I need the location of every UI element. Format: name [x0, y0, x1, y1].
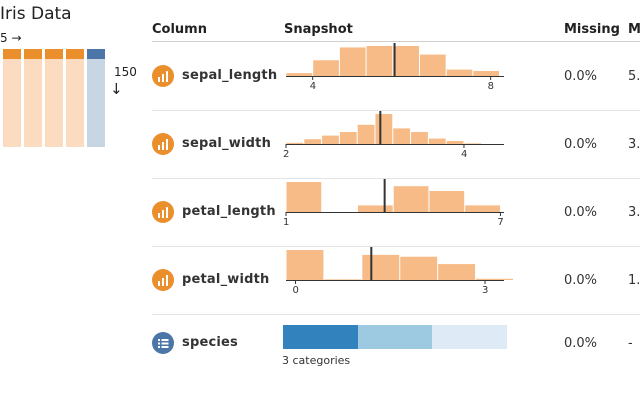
column-name-petal-width[interactable]: petal_width	[182, 272, 270, 287]
column-name-sepal-length[interactable]: sepal_length	[182, 68, 278, 83]
axis-tick-label: 2	[283, 149, 290, 160]
histogram-bar	[464, 143, 482, 144]
row-divider	[152, 314, 640, 315]
histogram-bar	[446, 69, 473, 76]
axis-tick-label: 4	[309, 81, 317, 92]
bar-chart-icon[interactable]	[152, 269, 174, 291]
histogram-bar	[324, 279, 362, 280]
header-column[interactable]: Column	[152, 22, 207, 37]
page-title: Iris Data	[0, 4, 72, 24]
histogram-bar	[419, 54, 446, 76]
histogram-bar	[286, 182, 322, 212]
missing-value: 0.0%	[564, 273, 598, 288]
histogram-petal-width[interactable]	[286, 247, 513, 286]
row-divider	[152, 246, 640, 247]
histogram-bar	[400, 256, 438, 280]
category-segment[interactable]	[432, 325, 507, 349]
histogram-bar	[322, 135, 339, 144]
mini-column-3	[45, 49, 63, 147]
bar-chart-icon[interactable]	[152, 133, 174, 155]
histogram-petal-length[interactable]	[285, 179, 504, 218]
axis-tick-label: 7	[497, 217, 504, 228]
axis-tick-label: 0	[292, 285, 299, 296]
mean-value: 5.	[628, 69, 640, 84]
header-mean[interactable]: M	[628, 22, 640, 37]
missing-value: 0.0%	[564, 69, 598, 84]
bar-chart-icon[interactable]	[152, 201, 174, 223]
histogram-bar	[366, 46, 393, 76]
histogram-bar	[304, 139, 322, 144]
row-divider	[152, 110, 640, 111]
categories-count: 3 categories	[282, 354, 351, 367]
missing-value: 0.0%	[564, 137, 598, 152]
mini-column-5	[87, 49, 105, 147]
axis-tick-label: 3	[482, 285, 489, 296]
header-missing[interactable]: Missing	[564, 22, 620, 37]
mini-column-1	[3, 49, 21, 147]
histogram-bar	[429, 191, 465, 212]
mean-value: 3.	[628, 137, 640, 152]
mini-column-4	[66, 49, 84, 147]
mean-value: 3.	[628, 205, 640, 220]
columns-count: 5 →	[0, 31, 22, 45]
axis-tick-label: 1	[283, 217, 290, 228]
histogram-bar	[362, 254, 400, 280]
column-name-sepal-width[interactable]: sepal_width	[182, 136, 272, 151]
bar-chart-icon[interactable]	[152, 65, 174, 87]
missing-value: 0.0%	[564, 205, 598, 220]
list-icon[interactable]	[152, 332, 174, 354]
histogram-bar	[393, 128, 411, 144]
histogram-bar	[393, 46, 419, 76]
category-segment[interactable]	[283, 325, 358, 349]
mean-value: -	[628, 336, 633, 351]
row-divider	[152, 178, 640, 179]
mini-column-2	[24, 49, 42, 147]
histogram-bar	[286, 73, 313, 76]
histogram-bar	[286, 250, 324, 280]
rows-count: 150	[114, 65, 137, 79]
histogram-sepal-width[interactable]	[285, 111, 504, 150]
category-segment[interactable]	[357, 325, 433, 349]
histogram-bar	[446, 141, 464, 144]
missing-value: 0.0%	[564, 336, 598, 351]
histogram-bar	[339, 132, 357, 144]
axis-tick-label: 4	[460, 149, 468, 160]
histogram-bar	[411, 132, 428, 144]
histogram-bar	[313, 60, 339, 76]
rows-arrow-icon: ↓	[110, 80, 123, 98]
histogram-bar	[473, 71, 500, 76]
axis-tick-label: 8	[487, 81, 495, 92]
column-name-species[interactable]: species	[182, 335, 238, 350]
header-snapshot[interactable]: Snapshot	[284, 22, 353, 37]
histogram-bar	[357, 205, 393, 212]
histogram-bar	[476, 278, 513, 280]
mean-value: 1.	[628, 273, 640, 288]
histogram-sepal-length[interactable]	[286, 43, 504, 82]
histogram-bar	[339, 47, 366, 76]
histogram-bar	[438, 264, 476, 280]
histogram-bar	[428, 138, 446, 144]
header-divider	[152, 41, 640, 42]
histogram-bar	[393, 186, 429, 212]
histogram-bar	[375, 114, 393, 144]
histogram-bar	[465, 205, 500, 212]
histogram-bar	[357, 124, 375, 144]
histogram-bar	[286, 142, 304, 144]
column-name-petal-length[interactable]: petal_length	[182, 204, 276, 219]
